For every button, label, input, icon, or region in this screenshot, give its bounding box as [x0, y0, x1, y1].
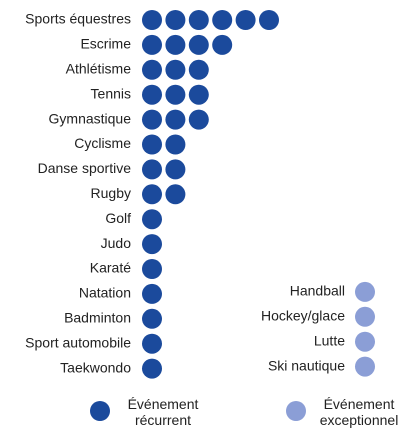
category-label: Athlétisme — [66, 61, 132, 77]
dot — [165, 10, 186, 30]
dot — [142, 308, 162, 329]
dot — [165, 59, 186, 80]
dot — [142, 34, 162, 55]
category-label: Judo — [101, 235, 132, 251]
dot — [165, 134, 186, 155]
category-label: Badminton — [64, 310, 131, 326]
dot — [142, 59, 162, 80]
legend-swatch — [286, 401, 306, 421]
dot — [142, 159, 162, 180]
category-label: Lutte — [314, 332, 345, 348]
dot — [165, 184, 186, 205]
dot — [142, 283, 162, 304]
category-label: Taekwondo — [60, 359, 131, 375]
dot — [142, 358, 162, 379]
category-label: Sport automobile — [25, 334, 131, 350]
dot — [355, 331, 375, 352]
dot — [165, 34, 186, 55]
dot — [212, 10, 233, 30]
dot — [355, 281, 375, 302]
category-label: Gymnastique — [49, 110, 132, 126]
dot — [188, 84, 209, 105]
dot — [188, 34, 209, 55]
dot — [165, 84, 186, 105]
legend-label: Événement récurrent — [127, 396, 199, 428]
category-label: Tennis — [91, 85, 131, 101]
legend-label: Événement exceptionnel — [319, 396, 399, 428]
dot — [142, 234, 162, 255]
dot — [188, 109, 209, 130]
dot — [142, 109, 162, 130]
dot — [355, 356, 375, 377]
dot — [142, 209, 162, 230]
dot — [165, 159, 186, 180]
category-label: Ski nautique — [268, 357, 345, 373]
category-label: Danse sportive — [38, 160, 132, 176]
dot — [142, 333, 162, 354]
dot — [212, 34, 233, 55]
category-label: Karaté — [90, 260, 131, 276]
category-label: Cyclisme — [74, 135, 131, 151]
dot — [188, 59, 209, 80]
dot — [142, 134, 162, 155]
dot — [188, 10, 209, 30]
dot — [142, 10, 162, 30]
category-label: Rugby — [91, 185, 131, 201]
dot — [355, 306, 375, 327]
dot — [142, 84, 162, 105]
category-label: Natation — [79, 285, 131, 301]
dot — [235, 10, 256, 30]
dot — [165, 109, 186, 130]
category-label: Golf — [105, 210, 131, 226]
category-label: Escrime — [80, 36, 131, 52]
dot — [259, 10, 279, 30]
category-label: Sports équestres — [25, 11, 131, 27]
dot — [142, 259, 162, 279]
category-label: Hockey/glace — [261, 308, 345, 324]
category-label: Handball — [290, 283, 345, 299]
legend-swatch — [90, 401, 110, 421]
dot — [142, 184, 162, 205]
